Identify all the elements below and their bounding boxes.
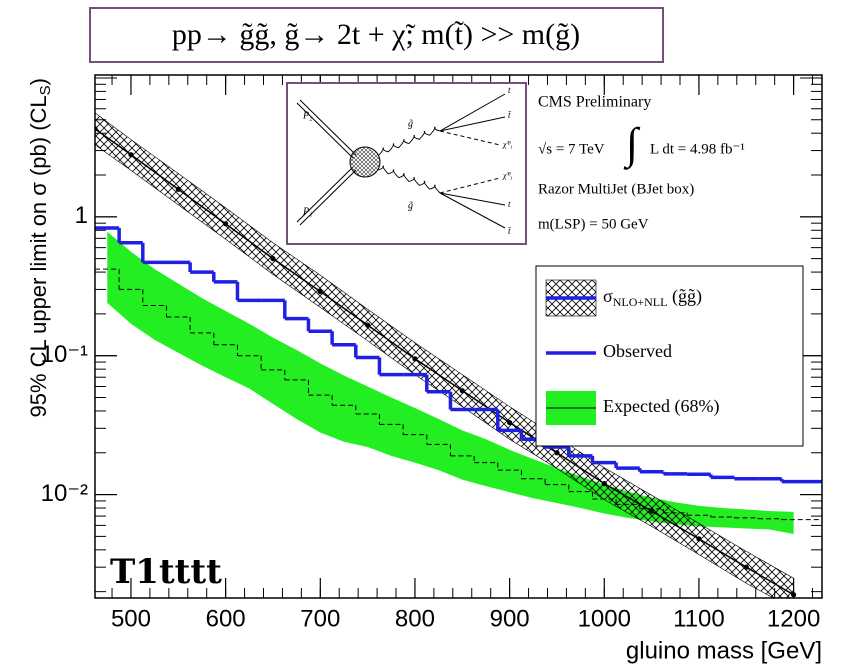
model-label: T1tttt (110, 552, 222, 592)
x-tick-label: 1200 (767, 605, 820, 632)
gluon (377, 165, 441, 194)
y-axis-label: 95% CL upper limit on σ (pb) (CLS) (26, 78, 54, 417)
x-tick-label: 500 (111, 605, 151, 632)
legend-label-sub: NLO+NLL (613, 295, 668, 309)
diagram-label: t̄ (508, 226, 512, 236)
y-tick-label: 10⁻¹ (41, 341, 88, 368)
diagram-label: t (508, 85, 511, 95)
lumi-label: L dt = 4.98 fb⁻¹ (650, 141, 745, 157)
analysis-label: Razor MultiJet (BJet box) (538, 181, 694, 197)
legend-label: σNLO+NLL (g̃g̃) (603, 286, 702, 309)
lsp-lines (439, 130, 501, 194)
integral-sign: ∫ (623, 119, 641, 170)
theory-point (696, 536, 702, 542)
proton-lines (296, 99, 357, 226)
legend-label: Observed (603, 341, 672, 361)
theory-point (175, 186, 181, 192)
theory-point (412, 356, 418, 362)
diagram-label: g̃ (408, 200, 413, 211)
plot-frame (94, 74, 823, 599)
theory-point (270, 256, 276, 262)
diagram-label: χ̃⁰₁ (502, 140, 513, 149)
x-tick-label: 700 (300, 605, 340, 632)
chart-title: pp→ g̃g̃, g̃→ 2t + χ̃; m(t̃) >> m(g̃) (172, 18, 580, 51)
energy-label: √s = 7 TeV (538, 141, 605, 157)
x-tick-label: 600 (206, 605, 246, 632)
diagram-label: χ̃⁰₁ (502, 171, 513, 180)
diagram-label: P₁ (302, 206, 313, 217)
x-axis-label: gluino mass [GeV] (626, 637, 822, 664)
theory-point (554, 450, 560, 456)
y-axis-label-part: ) (26, 78, 51, 85)
diagram-label: g̃ (408, 118, 413, 129)
diagram-box (286, 82, 527, 245)
diagram-label: P₂ (302, 110, 313, 121)
x-tick-label: 900 (490, 605, 530, 632)
theory-point (317, 288, 323, 295)
theory-point (649, 508, 655, 514)
expected-band (107, 231, 794, 535)
top-lines (439, 93, 506, 229)
lsp-label: m(LSP) = 50 GeV (538, 216, 649, 232)
legend: σNLO+NLL (g̃g̃) Observed Expected (68%) (535, 265, 804, 447)
plot-area (95, 112, 822, 598)
title-box (89, 7, 664, 63)
diagram-label: t (508, 199, 511, 209)
axes: 500 600 700 800 900 1000 1100 1200 1 10⁻¹ 10⁻² (41, 75, 822, 632)
theory-point (128, 152, 134, 158)
theory-point (365, 322, 371, 328)
y-tick-label: 10⁻² (41, 480, 88, 507)
experiment-label: CMS Preliminary (538, 94, 651, 111)
y-axis-label-part: 95% CL upper limit on σ (pb) (CL (26, 95, 51, 417)
feynman-diagram: P₂ P₁ g̃ g̃ t t̄ χ̃⁰₁ χ̃⁰₁ t t̄ (286, 82, 527, 245)
theory-line (95, 128, 794, 596)
theory-point (743, 564, 749, 570)
x-tick-label: 800 (395, 605, 435, 632)
theory-point (223, 221, 229, 227)
theory-point (459, 388, 465, 394)
diagram-label: t̄ (508, 110, 512, 120)
gluon (377, 126, 441, 157)
theory-point (601, 480, 607, 487)
x-tick-label: 1000 (578, 605, 631, 632)
legend-label: Expected (68%) (603, 396, 719, 417)
legend-label-part: (g̃g̃) (667, 286, 702, 307)
y-tick-label: 1 (75, 202, 88, 229)
legend-label-part: σ (603, 286, 613, 306)
blob (349, 146, 381, 178)
theory-point (507, 419, 513, 426)
theory-band (95, 112, 794, 598)
y-axis-label-sub: S (37, 85, 54, 95)
x-tick-label: 1100 (673, 605, 725, 632)
